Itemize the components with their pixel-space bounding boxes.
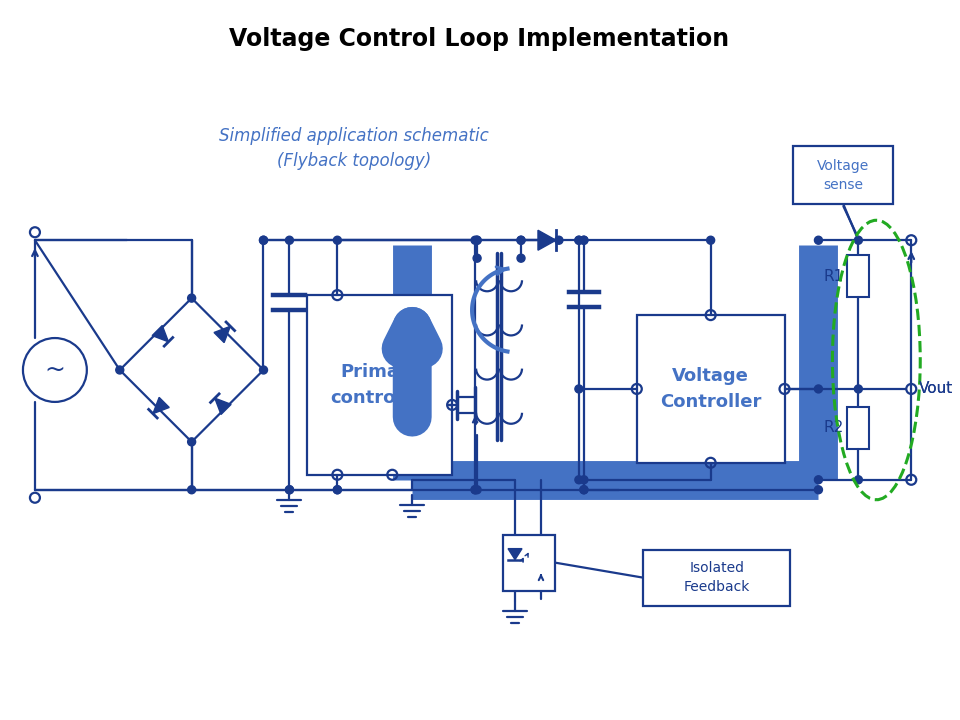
Circle shape — [187, 294, 196, 302]
Circle shape — [473, 236, 481, 244]
Text: Vout: Vout — [920, 382, 953, 397]
Circle shape — [116, 366, 124, 374]
Circle shape — [580, 236, 588, 244]
Circle shape — [854, 385, 862, 393]
Circle shape — [854, 476, 862, 484]
Circle shape — [333, 486, 342, 494]
Circle shape — [580, 486, 588, 494]
Circle shape — [814, 385, 823, 393]
Bar — [794, 146, 894, 204]
Bar — [307, 295, 452, 474]
Bar — [636, 315, 784, 463]
Circle shape — [187, 438, 196, 446]
Bar — [848, 255, 870, 297]
Circle shape — [471, 486, 479, 494]
Text: Simplified application schematic
(Flyback topology): Simplified application schematic (Flybac… — [220, 127, 490, 170]
Polygon shape — [214, 326, 230, 343]
Text: Isolated
Feedback: Isolated Feedback — [684, 561, 750, 594]
Text: Voltage Control Loop Implementation: Voltage Control Loop Implementation — [229, 27, 730, 50]
Text: Voltage
Controller: Voltage Controller — [660, 366, 761, 411]
Circle shape — [575, 385, 583, 393]
Polygon shape — [153, 397, 169, 414]
Polygon shape — [538, 230, 556, 251]
Circle shape — [580, 476, 588, 484]
Circle shape — [285, 236, 294, 244]
Circle shape — [814, 476, 823, 484]
Circle shape — [333, 236, 342, 244]
Circle shape — [473, 254, 481, 262]
Circle shape — [259, 236, 268, 244]
Circle shape — [471, 486, 479, 494]
Text: Voltage
sense: Voltage sense — [817, 158, 870, 192]
Text: R2: R2 — [823, 420, 844, 436]
Circle shape — [854, 236, 862, 244]
Circle shape — [580, 236, 588, 244]
Circle shape — [285, 486, 294, 494]
Circle shape — [580, 486, 588, 494]
Circle shape — [285, 486, 294, 494]
Circle shape — [707, 236, 714, 244]
Circle shape — [517, 236, 525, 244]
Circle shape — [259, 366, 268, 374]
Circle shape — [517, 236, 525, 244]
Circle shape — [471, 236, 479, 244]
Circle shape — [814, 236, 823, 244]
Circle shape — [473, 486, 481, 494]
Text: Primary
controller: Primary controller — [330, 363, 429, 407]
Text: R1: R1 — [823, 269, 844, 284]
Circle shape — [517, 254, 525, 262]
Circle shape — [575, 476, 583, 484]
Circle shape — [473, 236, 481, 244]
Circle shape — [555, 236, 563, 244]
Polygon shape — [508, 549, 522, 559]
Circle shape — [814, 486, 823, 494]
Circle shape — [575, 236, 583, 244]
Bar — [848, 407, 870, 449]
Text: ~: ~ — [44, 358, 65, 382]
Text: Vout: Vout — [920, 382, 953, 397]
Circle shape — [575, 236, 583, 244]
Circle shape — [259, 236, 268, 244]
Circle shape — [333, 486, 342, 494]
Bar — [643, 549, 790, 606]
Bar — [503, 535, 555, 590]
Polygon shape — [152, 325, 168, 342]
Circle shape — [187, 486, 196, 494]
Polygon shape — [215, 398, 231, 415]
